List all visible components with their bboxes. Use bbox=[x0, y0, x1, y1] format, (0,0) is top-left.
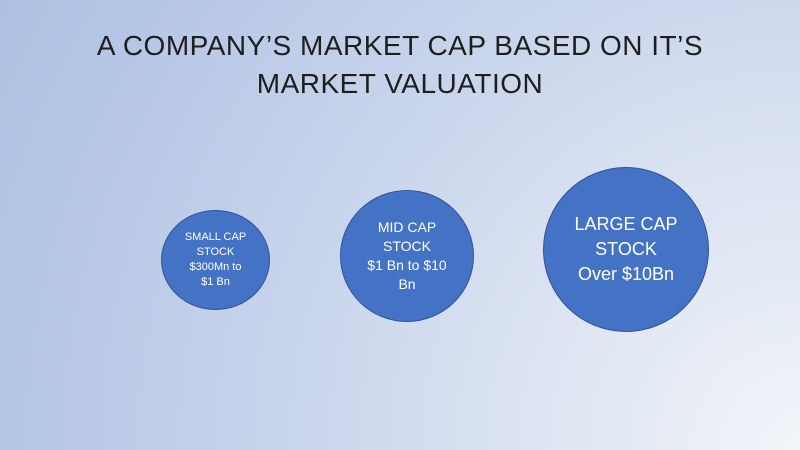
large-cap-circle: LARGE CAP STOCK Over $10Bn bbox=[543, 167, 709, 332]
slide-title: A COMPANY’S MARKET CAP BASED ON IT’S MAR… bbox=[96, 30, 704, 99]
mid-cap-circle-label: MID CAP STOCK $1 Bn to $10 Bn bbox=[367, 219, 447, 292]
mid-cap-circle: MID CAP STOCK $1 Bn to $10 Bn bbox=[340, 190, 474, 322]
small-cap-circle: SMALL CAP STOCK $300Mn to $1 Bn bbox=[161, 210, 270, 310]
large-cap-circle-label: LARGE CAP STOCK Over $10Bn bbox=[574, 214, 678, 284]
small-cap-circle-label: SMALL CAP STOCK $300Mn to $1 Bn bbox=[184, 231, 247, 288]
